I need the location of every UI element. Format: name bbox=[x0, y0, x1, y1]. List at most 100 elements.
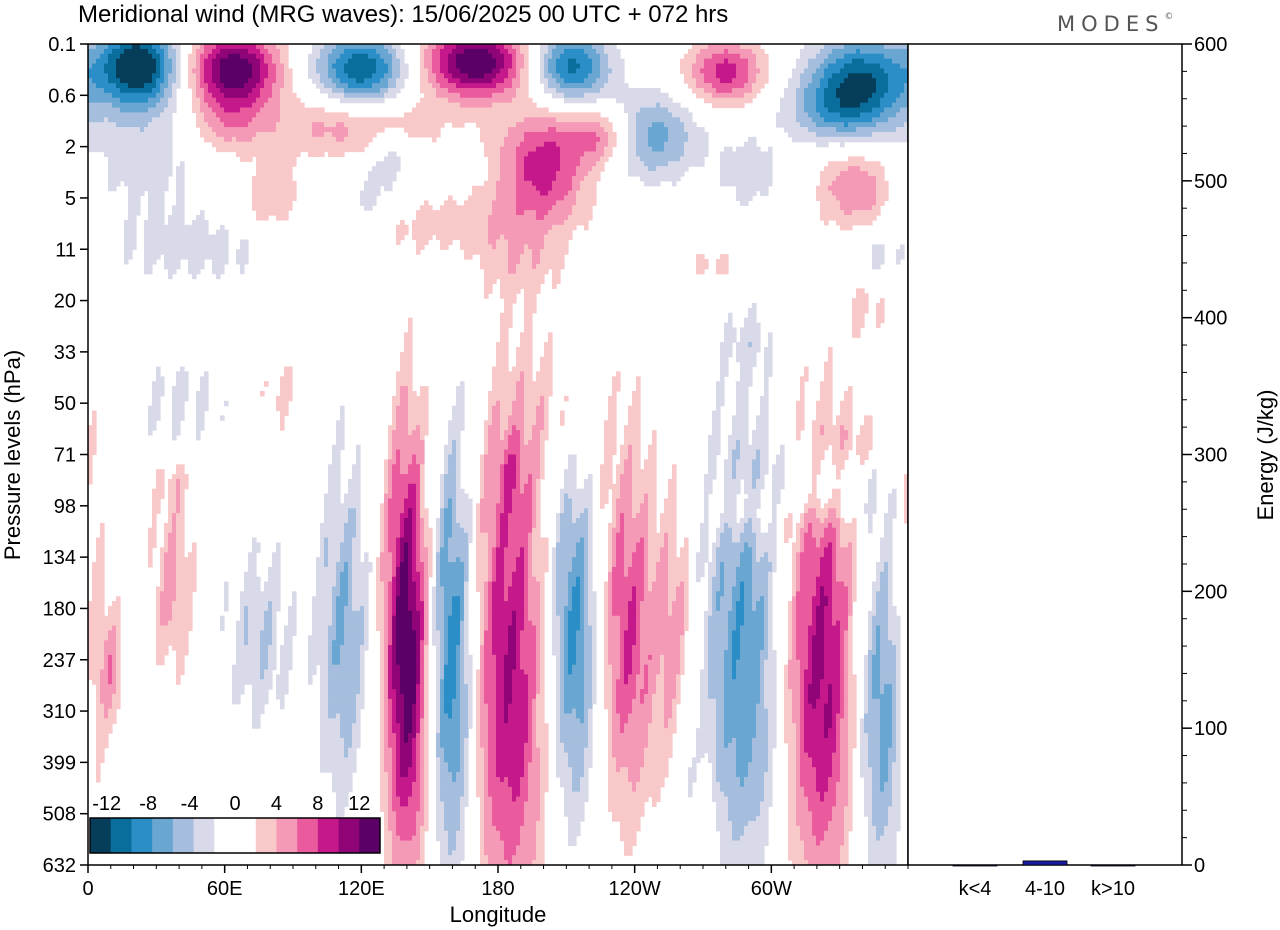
heatmap-cell bbox=[364, 195, 369, 201]
heatmap-cell bbox=[132, 117, 137, 123]
heatmap-cell bbox=[820, 200, 825, 206]
heatmap-cell bbox=[572, 151, 577, 157]
heatmap-cell bbox=[216, 229, 221, 236]
heatmap-cell bbox=[500, 63, 505, 70]
heatmap-cell bbox=[752, 166, 757, 172]
heatmap-cell bbox=[480, 107, 485, 114]
heatmap-cell bbox=[428, 229, 433, 236]
heatmap-cell bbox=[732, 166, 737, 172]
heatmap-cell bbox=[672, 102, 677, 109]
heatmap-cell bbox=[844, 205, 849, 211]
heatmap-cell bbox=[236, 87, 241, 94]
heatmap-cell bbox=[280, 44, 285, 50]
heatmap-cell bbox=[132, 171, 137, 177]
heatmap-cell bbox=[572, 48, 577, 55]
heatmap-cell bbox=[532, 146, 537, 153]
heatmap-cell bbox=[196, 112, 201, 118]
heatmap-cell bbox=[488, 92, 493, 99]
heatmap-cell bbox=[268, 210, 273, 216]
heatmap-cell bbox=[264, 97, 269, 104]
heatmap-cell bbox=[284, 44, 289, 50]
heatmap-cell bbox=[604, 58, 609, 65]
heatmap-cell bbox=[208, 87, 213, 94]
heatmap-cell bbox=[556, 171, 561, 177]
heatmap-cell bbox=[584, 58, 589, 65]
heatmap-cell bbox=[856, 215, 861, 221]
heatmap-cell bbox=[584, 112, 589, 118]
heatmap-cell bbox=[484, 136, 489, 143]
heatmap-cell bbox=[332, 112, 337, 118]
heatmap-cell bbox=[824, 97, 829, 104]
heatmap-cell bbox=[456, 122, 461, 128]
heatmap-cell bbox=[216, 63, 221, 70]
heatmap-cell bbox=[880, 92, 885, 99]
heatmap-cell bbox=[376, 73, 381, 79]
heatmap-cell bbox=[372, 78, 377, 84]
heatmap-cell bbox=[768, 151, 773, 157]
heatmap-cell bbox=[236, 117, 241, 123]
heatmap-cell bbox=[236, 136, 241, 143]
heatmap-cell bbox=[256, 87, 261, 94]
heatmap-cell bbox=[264, 200, 269, 206]
heatmap-cell bbox=[280, 200, 285, 206]
heatmap-cell bbox=[320, 136, 325, 143]
heatmap-cell bbox=[364, 117, 369, 123]
heatmap-cell bbox=[828, 171, 833, 177]
heatmap-cell bbox=[272, 117, 277, 123]
heatmap-cell bbox=[132, 166, 137, 172]
heatmap-cell bbox=[492, 131, 497, 138]
heatmap-cell bbox=[440, 73, 445, 79]
heatmap-cell bbox=[444, 229, 449, 236]
heatmap-cell bbox=[532, 122, 537, 128]
heatmap-cell bbox=[452, 48, 457, 55]
heatmap-cell bbox=[524, 219, 529, 226]
heatmap-cell bbox=[596, 136, 601, 143]
heatmap-cell bbox=[380, 68, 385, 74]
heatmap-cell bbox=[552, 210, 557, 216]
heatmap-cell bbox=[576, 87, 581, 94]
heatmap-cell bbox=[884, 102, 889, 109]
heatmap-cell bbox=[552, 190, 557, 197]
heatmap-cell bbox=[724, 87, 729, 94]
heatmap-cell bbox=[704, 53, 709, 60]
heatmap-cell bbox=[604, 127, 609, 133]
heatmap-cell bbox=[520, 92, 525, 99]
heatmap-cell bbox=[764, 78, 769, 84]
heatmap-cell bbox=[452, 122, 457, 128]
heatmap-cell bbox=[292, 146, 297, 153]
heatmap-cell bbox=[548, 58, 553, 65]
heatmap-cell bbox=[224, 87, 229, 94]
heatmap-cell bbox=[252, 195, 257, 201]
heatmap-cell bbox=[188, 83, 193, 89]
heatmap-cell bbox=[268, 112, 273, 118]
heatmap-cell bbox=[152, 200, 157, 206]
heatmap-cell bbox=[748, 161, 753, 167]
heatmap-cell bbox=[856, 180, 861, 187]
heatmap-cell bbox=[284, 122, 289, 128]
heatmap-cell bbox=[592, 200, 597, 206]
heatmap-cell bbox=[448, 210, 453, 216]
heatmap-cell bbox=[416, 112, 421, 118]
heatmap-cell bbox=[668, 161, 673, 167]
heatmap-cell bbox=[452, 68, 457, 74]
heatmap-cell bbox=[460, 87, 465, 94]
heatmap-cell bbox=[740, 78, 745, 84]
heatmap-cell bbox=[172, 78, 177, 84]
heatmap-cell bbox=[400, 219, 405, 226]
heatmap-cell bbox=[860, 73, 865, 79]
heatmap-cell bbox=[572, 68, 577, 74]
heatmap-cell bbox=[220, 73, 225, 79]
heatmap-cell bbox=[268, 190, 273, 197]
heatmap-cell bbox=[880, 107, 885, 114]
heatmap-cell bbox=[136, 44, 141, 50]
heatmap-cell bbox=[616, 97, 621, 104]
heatmap-cell bbox=[844, 53, 849, 60]
heatmap-cell bbox=[888, 107, 893, 114]
heatmap-cell bbox=[836, 210, 841, 216]
heatmap-cell bbox=[548, 200, 553, 206]
heatmap-cell bbox=[504, 58, 509, 65]
heatmap-cell bbox=[512, 131, 517, 138]
heatmap-cell bbox=[280, 146, 285, 153]
heatmap-cell bbox=[448, 224, 453, 231]
heatmap-cell bbox=[624, 87, 629, 94]
